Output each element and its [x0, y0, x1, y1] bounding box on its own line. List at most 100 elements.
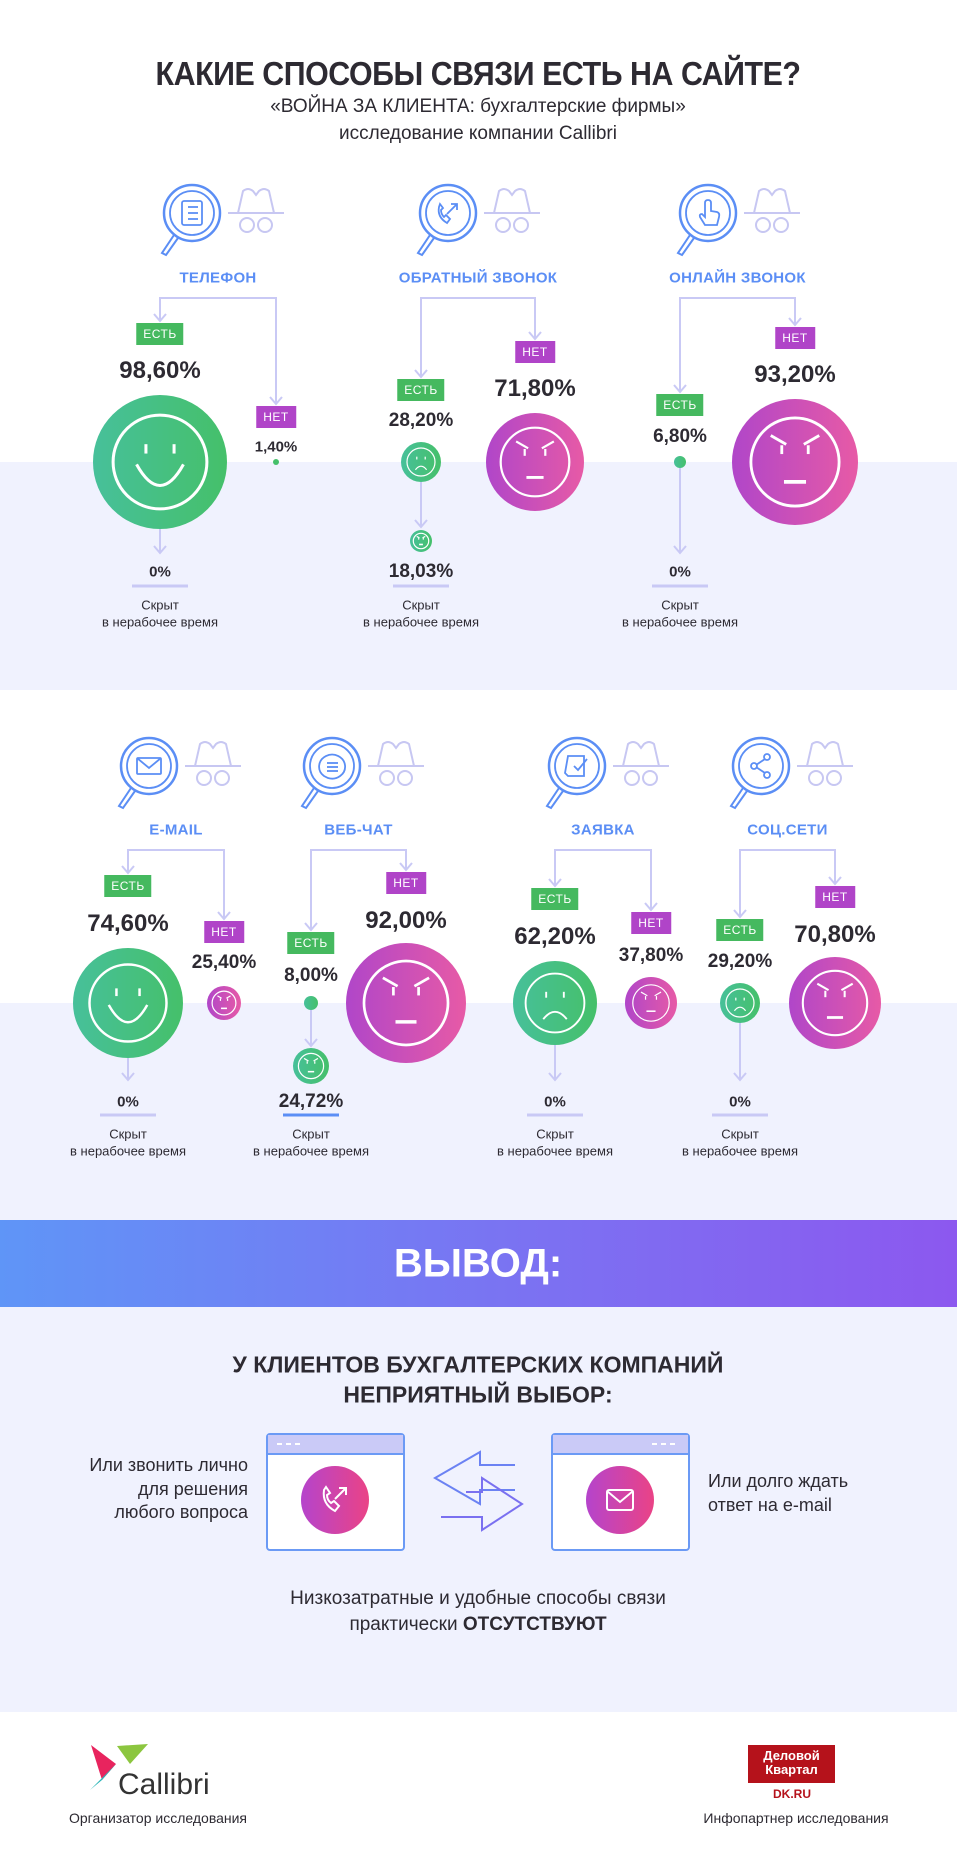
phone-book-icon [160, 183, 222, 257]
connector-yes-head [153, 313, 167, 323]
yes-frown-face-icon [725, 988, 755, 1018]
no-angry-face-icon [362, 959, 450, 1047]
hidden-caption-line1: Скрыт [141, 597, 179, 613]
yes-badge: ЕСТЬ [397, 379, 445, 401]
yes-badge: ЕСТЬ [716, 919, 764, 941]
yes-value: 28,20% [388, 410, 454, 431]
dk-logo-line2: Квартал [765, 1762, 818, 1777]
hidden-arrow-head [304, 1038, 318, 1048]
connector-yes-head [121, 865, 135, 875]
no-value: 1,40% [254, 438, 298, 456]
connector-no-head [644, 902, 658, 912]
no-circle [273, 459, 279, 465]
hidden-value: 0% [544, 1093, 566, 1111]
yes-badge: ЕСТЬ [287, 932, 335, 954]
connector-yes-head [673, 384, 687, 394]
connector-yes-head [304, 922, 318, 932]
channel-title: ОБРАТНЫЙ ЗВОНОК [398, 269, 558, 287]
no-value: 70,80% [794, 921, 876, 948]
swap-arrows-icon [433, 1450, 524, 1532]
phone-icon [322, 1485, 347, 1513]
email-option-line1: Или долго ждать [708, 1471, 849, 1491]
yes-badge: ЕСТЬ [136, 323, 184, 345]
spy-icon [797, 741, 853, 786]
yes-value: 29,20% [707, 951, 773, 972]
subtitle-line1: «ВОЙНА ЗА КЛИЕНТА: бухгалтерские фирмы» [270, 96, 686, 117]
spy-icon [484, 188, 540, 233]
hidden-arrow-head [153, 545, 167, 555]
yes-smile-face-icon [111, 413, 209, 511]
connector-yes-head [733, 909, 747, 919]
channel-title: E-MAIL [149, 821, 203, 839]
hidden-caption-line2: в нерабочее время [497, 1143, 613, 1159]
no-value: 37,80% [618, 945, 684, 966]
connector-no-head [828, 876, 842, 886]
hidden-value: 0% [669, 563, 691, 581]
hidden-caption-line1: Скрыт [721, 1126, 759, 1142]
hidden-caption-line2: в нерабочее время [102, 614, 218, 630]
callback-icon [416, 183, 478, 257]
channel-title: СОЦ.СЕТИ [747, 821, 828, 839]
hidden-caption-line1: Скрыт [661, 597, 699, 613]
connector-yes-head [414, 369, 428, 379]
subtitle-line2: исследование компании Callibri [339, 123, 617, 144]
hidden-caption-line2: в нерабочее время [253, 1143, 369, 1159]
email-option-line2: ответ на e-mail [708, 1494, 832, 1515]
no-value: 93,20% [754, 361, 836, 388]
no-badge: НЕТ [515, 341, 555, 363]
share-icon [729, 736, 791, 810]
hidden-value: 24,72% [278, 1091, 344, 1112]
option-icon-circle [586, 1466, 654, 1534]
hidden-angry-face-icon [412, 532, 430, 550]
call-option-line2: для решения [138, 1478, 248, 1499]
option-icon-circle [301, 1466, 369, 1534]
channel-title: ОНЛАЙН ЗВОНОК [669, 269, 806, 287]
callibri-logo: Callibri [90, 1744, 210, 1800]
hidden-arrow-head [733, 1072, 747, 1082]
bottom-text-bold: ОТСУТСТВУЮТ [462, 1614, 607, 1635]
conclusion-heading-line1: У КЛИЕНТОВ БУХГАЛТЕРСКИХ КОМПАНИЙ [232, 1351, 724, 1378]
channel-title: ЗАЯВКА [571, 821, 635, 839]
hidden-caption-line2: в нерабочее время [363, 614, 479, 630]
page-title: КАКИЕ СПОСОБЫ СВЯЗИ ЕСТЬ НА САЙТЕ? [155, 55, 801, 92]
organizer-caption: Организатор исследования [68, 1810, 248, 1826]
call-option-line3: любого вопроса [114, 1502, 248, 1522]
no-value: 71,80% [494, 375, 576, 402]
no-badge: НЕТ [204, 921, 244, 943]
no-angry-face-icon [499, 426, 571, 498]
hidden-caption-line2: в нерабочее время [70, 1143, 186, 1159]
yes-circle [674, 456, 686, 468]
hidden-arrow-head [673, 545, 687, 555]
conclusion-banner [0, 1220, 957, 1307]
channel-title: ВЕБ-ЧАТ [324, 821, 393, 839]
conclusion-band [0, 1307, 957, 1712]
yes-circle [304, 996, 318, 1010]
spy-icon [613, 741, 669, 786]
yes-value: 98,60% [119, 357, 201, 384]
connector-no-head [217, 911, 231, 921]
hidden-arrow-head [548, 1072, 562, 1082]
yes-value: 6,80% [653, 426, 707, 447]
no-badge: НЕТ [256, 406, 296, 428]
envelope-icon [606, 1489, 634, 1511]
no-badge: НЕТ [775, 327, 815, 349]
call-window [266, 1433, 405, 1551]
chat-icon [300, 736, 362, 810]
hidden-caption-line2: в нерабочее время [622, 614, 738, 630]
hidden-value: 0% [117, 1093, 139, 1111]
call-option-line1: Или звонить лично [89, 1455, 248, 1475]
no-badge: НЕТ [815, 886, 855, 908]
yes-badge: ЕСТЬ [656, 394, 704, 416]
hidden-value: 0% [149, 563, 171, 581]
spy-icon [228, 188, 284, 233]
callibri-logo-text: Callibri [118, 1768, 210, 1800]
no-angry-face-icon [211, 990, 237, 1016]
hidden-caption-line1: Скрыт [292, 1126, 330, 1142]
yes-value: 8,00% [284, 965, 338, 986]
no-badge: НЕТ [631, 912, 671, 934]
spy-icon [185, 741, 241, 786]
yes-smile-face-icon [88, 963, 168, 1043]
conclusion-heading-line2: НЕПРИЯТНЫЙ ВЫБОР: [343, 1381, 613, 1408]
click-icon [676, 183, 738, 257]
